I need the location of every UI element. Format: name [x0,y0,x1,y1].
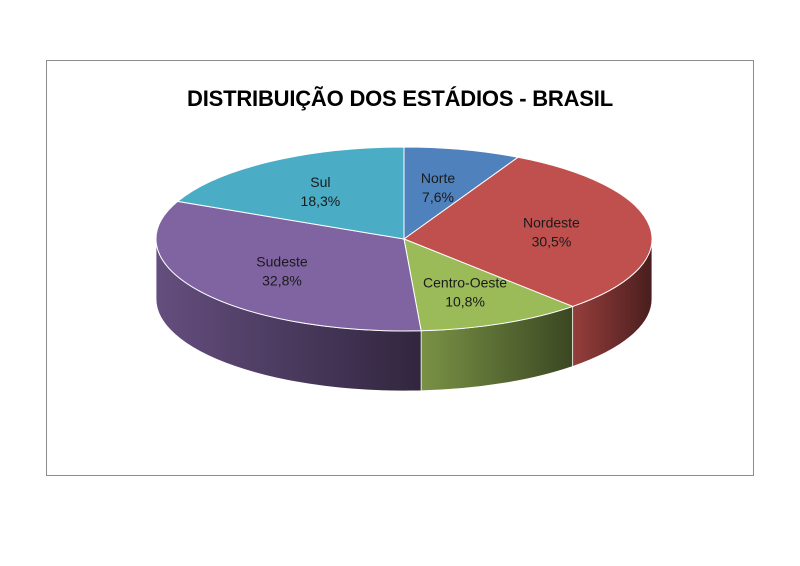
slice-value-sudeste: 32,8% [262,273,302,289]
pie-slice-centro-oeste [403,238,575,332]
slice-value-nordeste: 30,5% [532,234,572,250]
pie-label-group: Norte 7,6% Nordeste 30,5% Centro-Oeste 10,8% S… [256,170,580,309]
pie-slice-norte [403,146,520,240]
pie-slice-nordeste [402,156,653,307]
slice-label-nordeste: Nordeste [523,215,580,231]
slice-label-norte: Norte [421,170,455,186]
slice-value-sul: 18,3% [301,193,341,209]
slice-value-centro-oeste: 10,8% [445,293,485,309]
slice-label-sul: Sul [310,174,330,190]
pie-slice-sul [176,146,405,240]
pie-side-group [155,238,653,392]
slice-label-sudeste: Sudeste [256,254,308,270]
chart-title: DISTRIBUIÇÃO DOS ESTÁDIOS - BRASIL [187,86,613,111]
pie-slice-sudeste [155,200,422,332]
chart-frame: DISTRIBUIÇÃO DOS ESTÁDIOS - BRASIL Norte… [46,60,754,476]
pie-top-group [155,146,653,332]
slice-label-centro-oeste: Centro-Oeste [423,274,507,290]
pie-chart: Norte 7,6% Nordeste 30,5% Centro-Oeste 10,8% S… [155,146,653,392]
slice-value-norte: 7,6% [422,189,454,205]
